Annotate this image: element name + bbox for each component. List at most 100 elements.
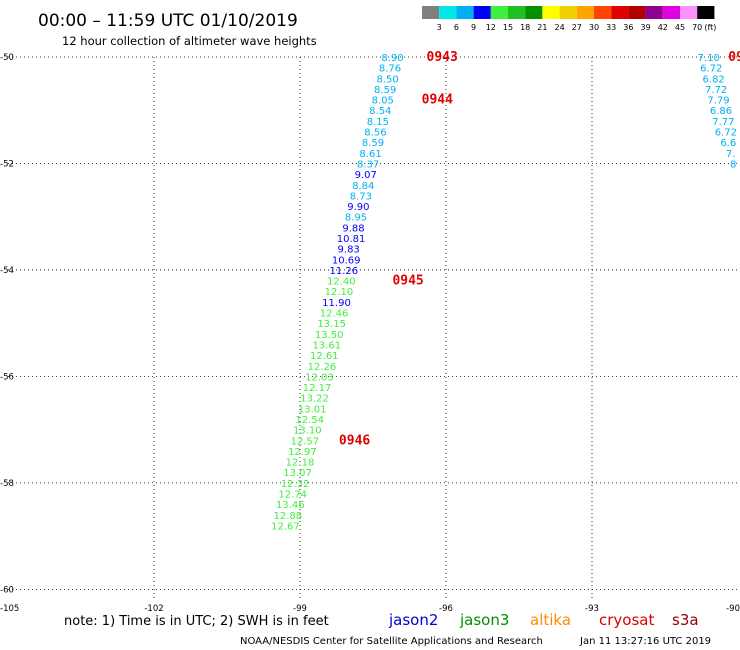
scale-swatch (697, 6, 715, 19)
swh-value: 9.83 (338, 245, 360, 256)
mission-altika: altika (530, 611, 571, 629)
swh-value: 10.81 (337, 234, 366, 245)
swh-value: 8.37 (357, 159, 379, 170)
swh-value: 12.54 (295, 415, 324, 426)
swh-value: 7.77 (712, 117, 734, 128)
swh-value: 13.22 (300, 394, 329, 405)
scale-swatch (473, 6, 491, 19)
scale-label: 42 (658, 23, 668, 32)
swh-value: 6.6 (720, 138, 736, 149)
x-tick-label: -102 (144, 604, 163, 614)
swh-value: 9.90 (347, 202, 369, 213)
swh-value: 13.15 (317, 319, 346, 330)
swh-value: 12.03 (305, 372, 334, 383)
swh-value: 8.05 (372, 96, 394, 107)
mission-cryosat: cryosat (599, 611, 654, 629)
x-tick-label: -90 (726, 604, 740, 614)
swh-value: 12.10 (325, 287, 354, 298)
swh-value: 6.86 (710, 106, 732, 117)
swh-value: 12.18 (286, 458, 315, 469)
scale-label: 24 (555, 23, 565, 32)
time-label: 0944 (422, 93, 453, 108)
time-label: 094 (728, 50, 740, 65)
swh-value: 12.74 (278, 490, 307, 501)
scale-swatch (559, 6, 577, 19)
swh-value: 8.95 (345, 213, 367, 224)
x-tick-label: -96 (439, 604, 453, 614)
scale-swatch (490, 6, 508, 19)
y-tick-label: -50 (0, 53, 14, 63)
scale-swatch (456, 6, 474, 19)
scale-swatch (680, 6, 698, 19)
x-tick-label: -105 (0, 604, 19, 614)
swh-value: 6.72 (700, 64, 722, 75)
mission-legend: jason2 jason3 altika cryosat s3a (388, 611, 699, 629)
swh-value: 12.40 (327, 277, 356, 288)
y-tick-label: -56 (0, 372, 14, 382)
scale-label: 12 (486, 23, 496, 32)
y-tick-label: -58 (0, 479, 14, 489)
scale-label: 3 (437, 23, 442, 32)
swh-value: 13.61 (312, 340, 341, 351)
mission-jason2: jason2 (388, 611, 438, 629)
scale-label: 6 (454, 23, 459, 32)
swh-value: 8.59 (362, 138, 384, 149)
swh-value: 7.10 (698, 53, 720, 64)
scale-label: 30 (589, 23, 599, 32)
swh-value: 12.97 (288, 447, 317, 458)
swh-value: 12.17 (303, 383, 332, 394)
swh-value: 13.50 (315, 330, 344, 341)
swh-value: 12.67 (271, 521, 300, 532)
scale-label: 27 (572, 23, 582, 32)
scale-label: 70 (692, 23, 702, 32)
scale-label: 15 (503, 23, 513, 32)
swh-value: 9.07 (355, 170, 377, 181)
mission-s3a: s3a (672, 611, 699, 629)
chart-note: note: 1) Time is in UTC; 2) SWH is in fe… (64, 614, 329, 629)
scale-swatch (628, 6, 646, 19)
scale-swatch (611, 6, 629, 19)
swh-value: 8.50 (376, 74, 398, 85)
mission-jason3: jason3 (459, 611, 509, 629)
chart-subtitle: 12 hour collection of altimeter wave hei… (62, 34, 317, 48)
scale-label: 18 (520, 23, 530, 32)
scale-label: 39 (641, 23, 651, 32)
scale-swatch (594, 6, 612, 19)
axis-tick-labels: -105 -102 -99 -96 -93 -90 -50 -52 -54 -56 -58 -60 (0, 53, 740, 614)
swh-value: 6.82 (703, 74, 725, 85)
scale-label: 9 (471, 23, 476, 32)
color-scale-legend: 3 6 9 12 15 18 21 24 27 30 33 36 39 42 45 70 (ft) (422, 6, 716, 32)
swh-value: 8.56 (364, 128, 386, 139)
swh-value: 6.72 (715, 128, 737, 139)
swh-value: 10.69 (332, 255, 361, 266)
swh-value: 8.73 (350, 191, 372, 202)
time-label: 0945 (392, 274, 423, 289)
scale-swatch (422, 6, 440, 19)
footer-timestamp: Jan 11 13:27:16 UTC 2019 (579, 636, 711, 647)
swh-value: 13.07 (283, 468, 312, 479)
swh-value: 12.61 (310, 351, 339, 362)
swh-value: 8.54 (369, 106, 391, 117)
scale-swatch (525, 6, 543, 19)
x-tick-label: -99 (293, 604, 307, 614)
swh-value: 9.88 (342, 223, 364, 234)
swh-value: 8.15 (367, 117, 389, 128)
swh-value: 12.26 (308, 362, 337, 373)
swh-value: 13.46 (276, 500, 305, 511)
swh-value: 7.72 (705, 85, 727, 96)
chart-grid (8, 56, 738, 600)
swh-value: 8 (730, 159, 736, 170)
footer-credit: NOAA/NESDIS Center for Satellite Applica… (240, 636, 543, 647)
scale-swatch (508, 6, 526, 19)
x-tick-label: -93 (585, 604, 599, 614)
time-labels: 0943 0944 0945 0946 094 (339, 50, 740, 448)
swh-value: 13.01 (298, 404, 327, 415)
scale-swatch (542, 6, 560, 19)
y-tick-label: -52 (0, 159, 14, 169)
scale-swatch (439, 6, 457, 19)
swh-value: 7. (726, 149, 736, 160)
swh-value: 8.90 (381, 53, 403, 64)
data-points: 8.908.768.508.598.058.548.158.568.598.61… (271, 53, 737, 532)
swh-value: 8.84 (352, 181, 374, 192)
